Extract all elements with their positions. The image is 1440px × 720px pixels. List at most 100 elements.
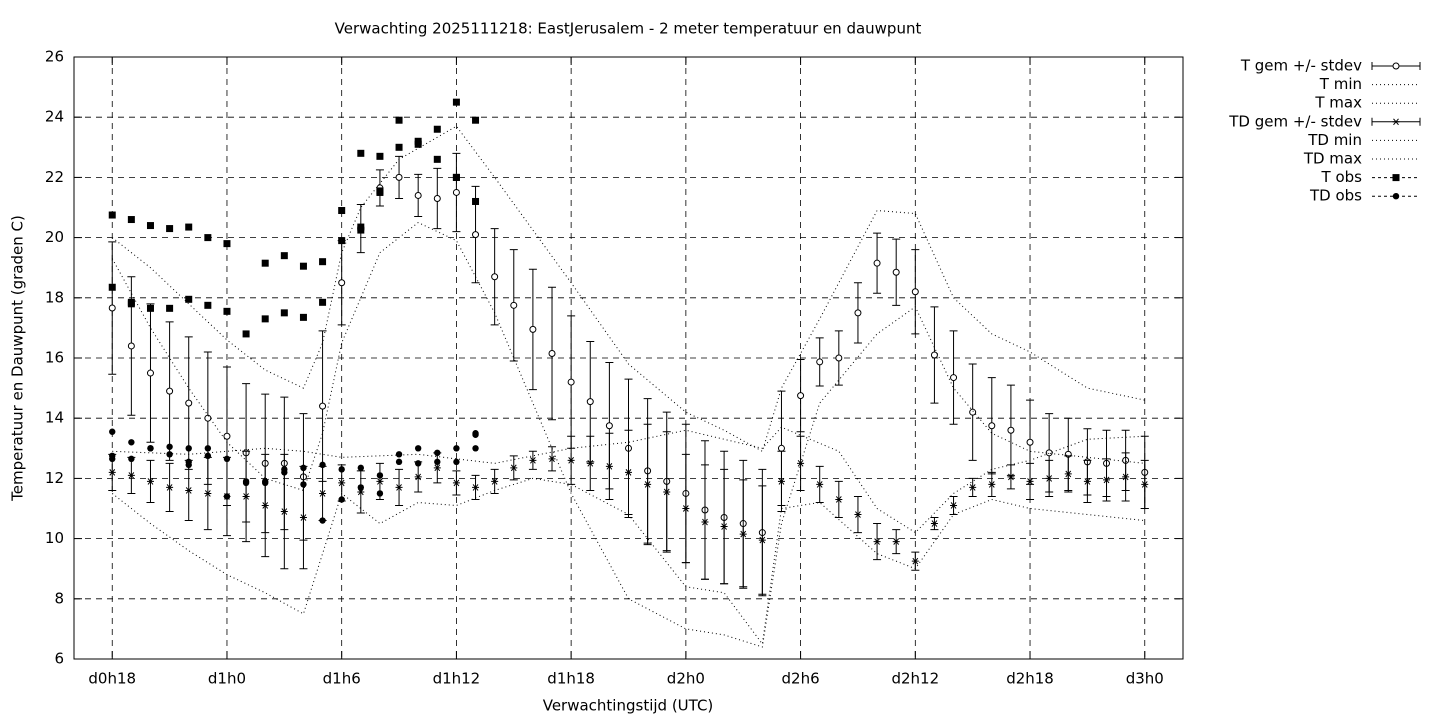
marker: [414, 191, 422, 199]
marker: [166, 387, 174, 395]
marker: [1122, 473, 1130, 481]
marker: [108, 211, 116, 219]
marker: [472, 116, 480, 124]
marker: [548, 455, 556, 463]
y-tick-label: 16: [45, 349, 64, 367]
marker: [242, 493, 250, 500]
marker: [376, 478, 384, 485]
marker: [835, 496, 843, 503]
x-tick-label: d0h18: [88, 670, 136, 688]
marker: [1141, 481, 1149, 488]
line: [111, 221, 1145, 648]
marker: [223, 493, 231, 500]
marker: [625, 469, 632, 476]
y-tick-label: 8: [54, 589, 64, 607]
marker: [950, 374, 958, 382]
marker: [319, 461, 326, 469]
marker: [185, 445, 192, 452]
marker: [223, 307, 231, 315]
marker: [777, 444, 785, 452]
marker: [261, 259, 269, 267]
y-tick-label: 18: [45, 288, 64, 306]
marker: [605, 422, 613, 430]
marker: [1064, 470, 1072, 478]
marker: [223, 455, 231, 463]
y-axis-label: Temperatuur en Dauwpunt (graden C): [9, 215, 27, 502]
x-tick-label: d3h0: [1126, 670, 1164, 688]
marker: [491, 478, 499, 485]
legend-label: T gem +/- stdev: [1240, 57, 1362, 75]
marker: [452, 98, 460, 106]
marker: [204, 445, 212, 452]
marker: [988, 481, 996, 488]
marker: [299, 262, 307, 270]
marker: [1007, 426, 1015, 434]
marker: [319, 517, 326, 524]
legend-marker: [1392, 62, 1400, 70]
marker: [376, 187, 384, 195]
marker: [185, 399, 193, 407]
marker: [357, 226, 365, 234]
marker: [108, 283, 116, 291]
marker: [357, 149, 365, 157]
marker: [281, 466, 288, 473]
marker: [472, 445, 479, 452]
marker: [146, 304, 154, 312]
marker: [146, 478, 154, 485]
marker: [854, 511, 862, 518]
marker: [414, 137, 422, 145]
marker: [357, 464, 365, 472]
marker: [739, 530, 747, 538]
marker: [280, 309, 288, 317]
marker: [146, 369, 154, 377]
y-tick-label: 14: [45, 409, 64, 427]
marker: [453, 445, 460, 452]
marker: [548, 349, 556, 357]
y-tick-label: 24: [45, 108, 64, 126]
marker: [357, 484, 365, 491]
marker: [433, 464, 441, 472]
y-tick-label: 20: [45, 228, 64, 246]
y-tick-label: 22: [45, 168, 64, 186]
marker: [988, 422, 996, 430]
marker: [854, 309, 862, 317]
marker: [816, 481, 824, 488]
marker: [930, 351, 938, 359]
marker: [204, 414, 212, 422]
marker: [376, 472, 384, 479]
marker: [950, 502, 958, 509]
y-tick-label: 6: [54, 650, 64, 668]
legend-marker: [1392, 193, 1400, 200]
marker: [108, 304, 116, 312]
marker: [969, 484, 977, 491]
chart-title: Verwachting 2025111218: EastJerusalem - …: [335, 20, 922, 38]
marker: [185, 461, 192, 469]
marker: [223, 240, 231, 248]
marker: [338, 207, 346, 215]
marker: [395, 451, 403, 458]
marker: [434, 449, 441, 457]
marker: [300, 464, 307, 472]
x-tick-label: d2h6: [782, 670, 820, 688]
marker: [108, 469, 116, 476]
marker: [644, 481, 652, 488]
marker: [146, 222, 154, 230]
marker: [319, 402, 327, 410]
marker: [433, 155, 441, 163]
marker: [414, 460, 422, 467]
marker: [204, 301, 212, 309]
marker: [1045, 449, 1053, 457]
marker: [319, 298, 327, 306]
x-tick-label: d1h6: [323, 670, 361, 688]
marker: [911, 288, 919, 296]
marker: [128, 455, 135, 463]
marker: [586, 460, 594, 467]
x-tick-label: d1h12: [433, 670, 481, 688]
marker: [472, 197, 480, 205]
line: [111, 125, 1145, 453]
marker: [204, 490, 212, 497]
marker: [299, 313, 307, 321]
marker: [758, 536, 766, 544]
marker: [166, 225, 174, 233]
